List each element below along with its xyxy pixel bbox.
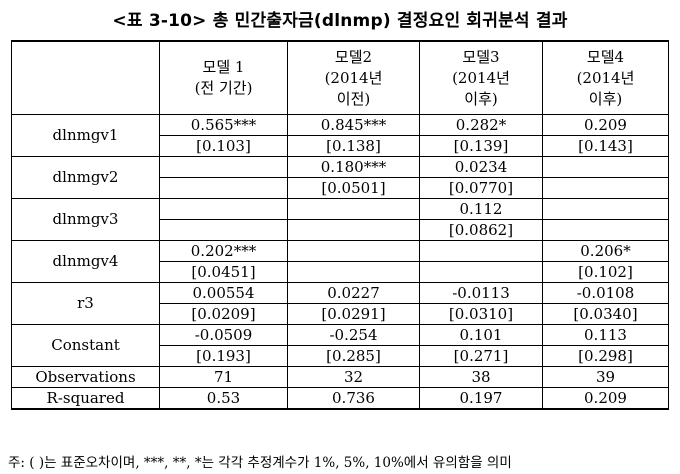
observations-cell: 38: [419, 366, 543, 388]
std-error-cell: [0.0340]: [542, 303, 669, 325]
std-error-cell: [0.0310]: [419, 303, 543, 325]
header-model-3: 모델3 (2014년 이후): [419, 40, 543, 115]
std-error-cell: [0.143]: [542, 135, 669, 157]
rsquared-cell: 0.209: [542, 387, 669, 410]
table-note: 주: ( )는 표준오차이며, ***, **, *는 각각 추정계수가 1%,…: [8, 455, 512, 471]
table-row: [0.0501] [0.0770]: [12, 177, 669, 199]
table-title: <표 3-10> 총 민간출자금(dlnmp) 결정요인 회귀분석 결과: [112, 11, 568, 31]
observations-cell: 39: [542, 366, 669, 388]
estimate-cell: [287, 198, 420, 220]
std-error-cell: [0.0862]: [419, 219, 543, 241]
observations-cell: 71: [159, 366, 288, 388]
estimate-cell: 0.113: [542, 324, 669, 346]
header-model-2: 모델2 (2014년 이전): [287, 40, 420, 115]
table-row: dlnmgv2 0.180*** 0.0234: [11, 156, 669, 199]
std-error-cell: [0.0770]: [419, 177, 543, 199]
estimate-cell: [542, 198, 669, 220]
estimate-cell: 0.101: [419, 324, 543, 346]
rsquared-cell: 0.197: [419, 387, 543, 410]
estimate-cell: -0.254: [287, 324, 420, 346]
std-error-cell: [0.298]: [542, 345, 669, 367]
table-row: dlnmgv4 0.202*** 0.206*: [11, 240, 669, 283]
variable-name: dlnmgv3: [11, 198, 160, 241]
header-corner: [11, 40, 160, 115]
std-error-cell: [419, 261, 543, 283]
std-error-cell: [0.103]: [159, 135, 288, 157]
std-error-cell: [0.0209]: [159, 303, 288, 325]
std-error-cell: [0.0451]: [159, 261, 288, 283]
header-model-4: 모델4 (2014년 이후): [542, 40, 669, 115]
variable-name: dlnmgv1: [11, 114, 160, 157]
variable-name: Constant: [11, 324, 160, 367]
estimate-cell: -0.0108: [542, 282, 669, 304]
estimate-cell: [287, 240, 420, 262]
estimate-cell: 0.845***: [287, 114, 420, 136]
std-error-cell: [0.139]: [419, 135, 543, 157]
variable-name: dlnmgv4: [11, 240, 160, 283]
header-model-1: 모델 1 (전 기간): [159, 40, 288, 115]
rsquared-cell: 0.736: [287, 387, 420, 410]
table-row: [0.103] [0.138] [0.139] [0.143]: [12, 135, 669, 157]
std-error-cell: [287, 219, 420, 241]
std-error-cell: [542, 219, 669, 241]
estimate-cell: [542, 156, 669, 178]
estimate-cell: 0.202***: [159, 240, 288, 262]
variable-name: dlnmgv2: [11, 156, 160, 199]
estimate-cell: 0.282*: [419, 114, 543, 136]
rsquared-row: R-squared 0.53 0.736 0.197 0.209: [11, 387, 669, 410]
variable-name: R-squared: [11, 387, 160, 410]
table-row: [0.193] [0.285] [0.271] [0.298]: [12, 345, 669, 367]
table-row: [0.0209] [0.0291] [0.0310] [0.0340]: [12, 303, 669, 325]
std-error-cell: [0.271]: [419, 345, 543, 367]
table-row: dlnmgv1 0.565*** 0.845*** 0.282* 0.209: [11, 114, 669, 157]
estimate-cell: 0.565***: [159, 114, 288, 136]
std-error-cell: [0.102]: [542, 261, 669, 283]
observations-cell: 32: [287, 366, 420, 388]
observations-row: Observations 71 32 38 39: [11, 366, 669, 388]
estimate-cell: [159, 198, 288, 220]
estimate-cell: 0.0227: [287, 282, 420, 304]
estimate-cell: 0.00554: [159, 282, 288, 304]
estimate-cell: 0.180***: [287, 156, 420, 178]
std-error-cell: [0.0291]: [287, 303, 420, 325]
table-row: [0.0451] [0.102]: [12, 261, 669, 283]
regression-table: 모델 1 (전 기간) 모델2 (2014년 이전) 모델3 (2014년 이후) 모델4…: [11, 40, 669, 410]
std-error-cell: [159, 219, 288, 241]
estimate-cell: [159, 156, 288, 178]
estimate-cell: 0.209: [542, 114, 669, 136]
rsquared-cell: 0.53: [159, 387, 288, 410]
table-row: dlnmgv3 0.112: [11, 198, 669, 241]
table-row: Constant -0.0509 -0.254 0.101 0.113: [11, 324, 669, 367]
estimate-cell: -0.0509: [159, 324, 288, 346]
header-row: 모델 1 (전 기간) 모델2 (2014년 이전) 모델3 (2014년 이후) 모델4…: [11, 40, 669, 115]
std-error-cell: [0.193]: [159, 345, 288, 367]
std-error-cell: [0.138]: [287, 135, 420, 157]
estimate-cell: [419, 240, 543, 262]
estimate-cell: 0.206*: [542, 240, 669, 262]
variable-name: r3: [11, 282, 160, 325]
estimate-cell: 0.0234: [419, 156, 543, 178]
std-error-cell: [287, 261, 420, 283]
table-row: r3 0.00554 0.0227 -0.0113 -0.0108: [11, 282, 669, 325]
variable-name: Observations: [11, 366, 160, 388]
std-error-cell: [0.285]: [287, 345, 420, 367]
std-error-cell: [159, 177, 288, 199]
std-error-cell: [542, 177, 669, 199]
table-row: [0.0862]: [12, 219, 669, 241]
std-error-cell: [0.0501]: [287, 177, 420, 199]
estimate-cell: 0.112: [419, 198, 543, 220]
estimate-cell: -0.0113: [419, 282, 543, 304]
